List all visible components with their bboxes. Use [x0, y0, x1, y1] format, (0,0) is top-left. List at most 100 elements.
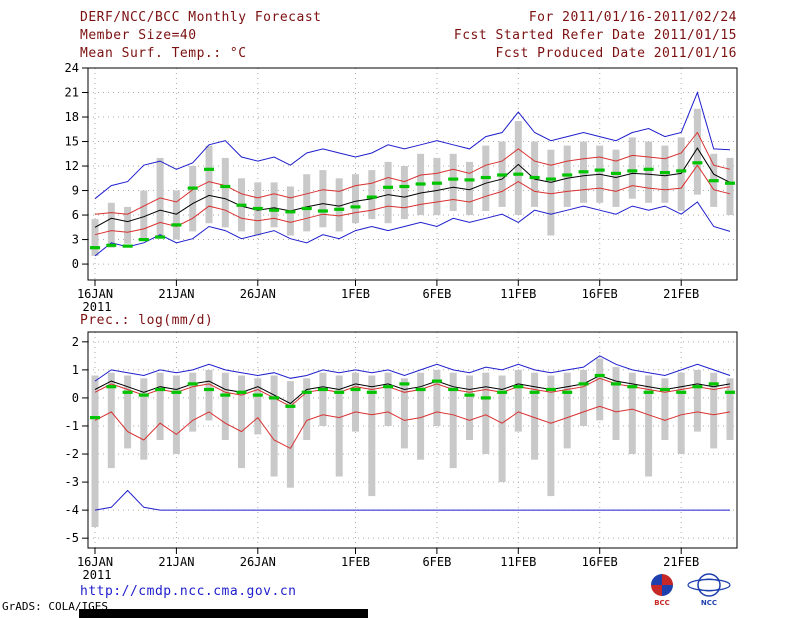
y-tick-label: -2	[65, 447, 79, 461]
y-tick-label: 1	[72, 363, 79, 377]
ensemble-spread-bar	[319, 170, 327, 228]
bcc-logo-label: BCC	[654, 599, 670, 607]
ensemble-spread-bar	[335, 375, 343, 477]
ensemble-spread-bar	[205, 369, 213, 421]
ensemble-spread-bar	[645, 141, 653, 203]
ensemble-max-line	[94, 355, 731, 382]
y-tick-label: -1	[65, 419, 79, 433]
ensemble-spread-bar	[189, 166, 197, 232]
ensemble-spread-bar	[172, 190, 180, 240]
y-tick-label: 24	[65, 61, 79, 75]
y-tick-label: 0	[72, 391, 79, 405]
ensemble-spread-bar	[221, 157, 229, 228]
ensemble-spread-bar	[156, 372, 164, 440]
temp-chart-title: Mean Surf. Temp.: °C	[80, 46, 247, 61]
forecast-range-label: For 2011/01/16-2011/02/24	[528, 10, 737, 25]
ensemble-spread-bar	[352, 372, 359, 432]
x-tick-label: 11FEB	[500, 555, 536, 569]
ensemble-spread-bar	[189, 372, 197, 432]
x-year-label: 2011	[83, 568, 112, 582]
ensemble-spread-bar	[384, 161, 392, 224]
ensemble-spread-bar	[628, 372, 636, 455]
ensemble-spread-bar	[710, 372, 718, 449]
ncc-logo: NCC	[686, 571, 732, 611]
ensemble-spread-bar	[270, 182, 278, 228]
ensemble-spread-bar	[433, 369, 441, 426]
ncc-logo-label: NCC	[701, 599, 717, 607]
ensemble-spread-bar	[693, 108, 701, 195]
x-tick-label: 26JAN	[240, 555, 276, 569]
ensemble-mean-line	[94, 374, 731, 405]
ncc-globe-icon	[697, 573, 721, 597]
ensemble-spread-bar	[286, 381, 294, 488]
ensemble-spread-bar	[514, 369, 522, 432]
x-tick-label: 1FEB	[341, 555, 370, 569]
y-tick-label: 6	[72, 208, 79, 222]
temperature-chart: 0 3 6 9 12 15 18 21 24 16JAN 21JAN 26JAN 1FEB 6FEB 11F…	[65, 61, 738, 314]
produced-date-label: Fcst Produced Date 2011/01/16	[495, 46, 737, 61]
bcc-pinwheel-icon	[662, 574, 673, 585]
x-tick-label: 1FEB	[341, 287, 370, 301]
ensemble-spread-bar	[91, 219, 99, 256]
ensemble-spread-bar	[547, 149, 555, 236]
upper-quartile-line	[94, 131, 731, 215]
ensemble-spread-bar	[645, 375, 653, 477]
y-tick-label: 3	[72, 233, 79, 247]
ensemble-spread-bar	[400, 166, 408, 220]
ensemble-spread-bar	[107, 202, 115, 248]
ensemble-spread-bar	[677, 137, 685, 211]
ensemble-spread-bar	[270, 375, 278, 477]
website-url: http://cmdp.ncc.cma.gov.cn	[80, 584, 297, 599]
ensemble-spread-bar	[433, 157, 441, 216]
upper-quartile-line	[94, 377, 731, 407]
ensemble-spread-bar	[547, 375, 555, 497]
ensemble-spread-bar	[580, 369, 587, 426]
ensemble-spread-bar	[449, 372, 457, 469]
lower-quartile-line	[94, 164, 731, 236]
bcc-logo: BCC	[644, 571, 680, 611]
ensemble-spread-bar	[628, 137, 636, 199]
ensemble-spread-bar	[726, 157, 734, 216]
x-tick-label: 26JAN	[240, 287, 276, 301]
plot-frame	[87, 67, 738, 281]
ensemble-spread-bar	[449, 153, 457, 211]
ensemble-spread-bar	[417, 372, 425, 460]
ensemble-spread-bar	[531, 141, 539, 207]
lower-quartile-line	[94, 405, 731, 450]
ensemble-spread-bar	[531, 372, 539, 460]
y-tick-label: 12	[65, 159, 79, 173]
ensemble-spread-bar	[368, 170, 376, 220]
ensemble-min-line	[94, 489, 730, 511]
y-tick-label: 15	[65, 135, 79, 149]
x-tick-label: 11FEB	[500, 287, 536, 301]
y-tick-label: 21	[65, 86, 79, 100]
ensemble-spread-bar	[172, 375, 180, 454]
ensemble-spread-bar	[107, 372, 115, 469]
ensemble-spread-bar	[254, 378, 262, 435]
ensemble-spread-bar	[124, 375, 132, 449]
ensemble-max-line	[94, 90, 731, 200]
ensemble-spread-bar	[514, 121, 522, 215]
x-tick-label: 16FEB	[582, 555, 618, 569]
y-tick-label: -5	[65, 531, 79, 545]
ensemble-spread-bar	[319, 372, 327, 426]
ensemble-spread-bar	[400, 378, 408, 449]
ensemble-spread-bar	[482, 372, 490, 455]
y-tick-label: 18	[65, 110, 79, 124]
x-tick-label: 21FEB	[663, 287, 699, 301]
ensemble-spread-bar	[238, 375, 245, 469]
ensemble-spread-bar	[612, 149, 620, 207]
ensemble-spread-bar	[91, 375, 99, 527]
y-tick-label: 2	[72, 335, 79, 349]
ensemble-spread-bar	[466, 375, 473, 440]
ensemble-spread-bar	[140, 378, 148, 460]
refer-date-label: Fcst Started Refer Date 2011/01/15	[453, 28, 737, 43]
x-tick-label: 21FEB	[663, 555, 699, 569]
ensemble-spread-bar	[352, 174, 359, 224]
ensemble-spread-bar	[384, 372, 392, 426]
bottom-black-bar	[79, 609, 368, 618]
ensemble-spread-bar	[368, 375, 376, 497]
ensemble-spread-bar	[466, 161, 473, 215]
ensemble-spread-bar	[661, 145, 669, 203]
